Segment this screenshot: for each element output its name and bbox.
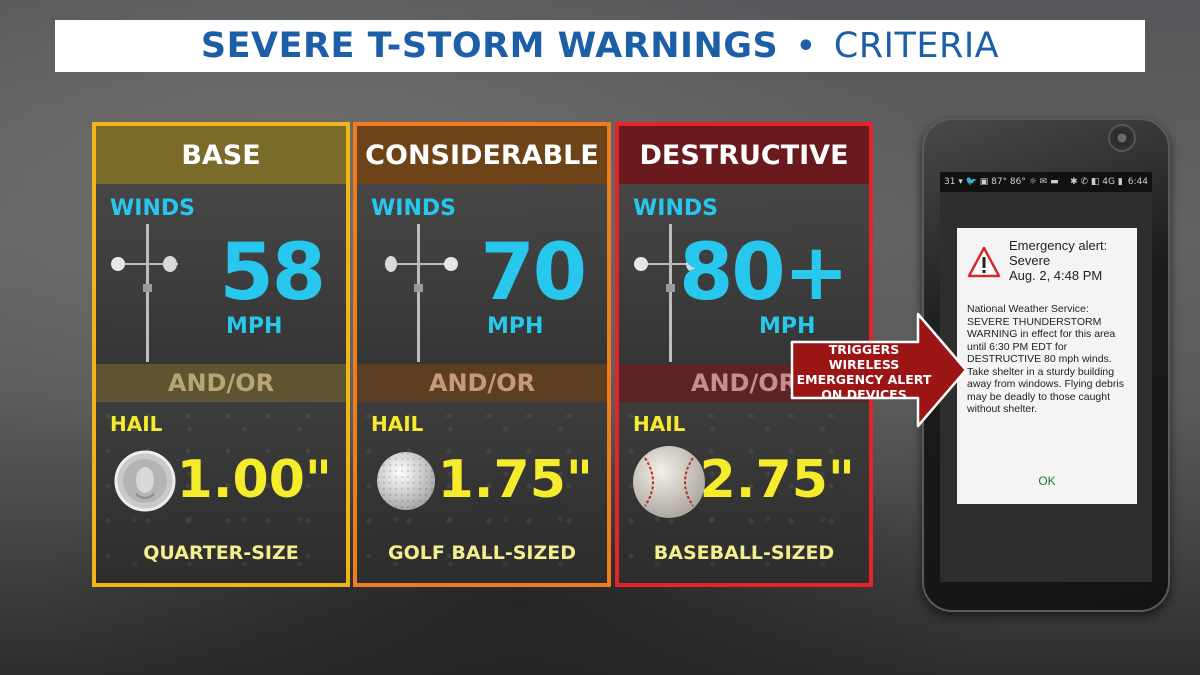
anemometer-icon [634,224,701,362]
status-time: 6:44 [1127,177,1148,187]
wind-speed: 70 [480,228,587,318]
winds-label: WINDS [371,196,456,221]
callout-line: EMERGENCY ALERT [796,372,932,387]
title-separator: • [796,28,816,64]
wind-section: WINDS 80+ MPH [619,184,869,364]
hail-description: GOLF BALL-SIZED [387,542,576,564]
anemometer-icon [111,224,178,362]
status-bar: 31 ▾ 🐦 ▣ 87° 86° ☼ ✉ ▬ ✱ ✆ ◧ 4G ▮ 6:44 [940,172,1152,192]
hail-section: HAIL 2.75" BASEBALL-SIZED [619,402,869,583]
title-sub: CRITERIA [833,26,1000,66]
wind-unit: MPH [226,314,283,339]
callout-line: ON DEVICES [821,387,907,402]
phone-screen: 31 ▾ 🐦 ▣ 87° 86° ☼ ✉ ▬ ✱ ✆ ◧ 4G ▮ 6:44 E… [940,172,1152,582]
panel-header: DESTRUCTIVE [619,126,869,184]
quarter-coin-icon [114,450,176,512]
emergency-alert-dialog: Emergency alert: Severe Aug. 2, 4:48 PM … [957,228,1137,504]
status-right-icons: ✱ ✆ ◧ 4G ▮ [1070,177,1123,187]
title-banner: SEVERE T-STORM WARNINGS • CRITERIA [55,20,1145,72]
wind-speed: 80+ [679,228,849,318]
alert-body: National Weather Service: SEVERE THUNDER… [967,303,1124,415]
and-or-divider: AND/OR [357,364,607,402]
status-left-icons: 31 ▾ 🐦 ▣ 87° 86° ☼ ✉ ▬ [944,177,1059,187]
hail-label: HAIL [110,412,163,436]
panel-base: BASE WINDS 58 MPH AND/OR HAIL 1.00" QUAR… [92,122,350,587]
alert-title-line: Emergency alert: [1009,238,1108,253]
alert-title: Emergency alert: Severe Aug. 2, 4:48 PM [1009,238,1107,283]
panel-header: CONSIDERABLE [357,126,607,184]
ok-button[interactable]: OK [1038,474,1056,488]
callout-text: TRIGGERS WIRELESS EMERGENCY ALERT ON DEV… [795,342,933,402]
wind-unit: MPH [759,314,816,339]
winds-label: WINDS [110,196,195,221]
winds-label: WINDS [633,196,718,221]
hail-size: 2.75" [699,450,855,510]
callout-line: TRIGGERS WIRELESS [828,342,900,372]
and-or-divider: AND/OR [96,364,346,402]
hail-size: 1.75" [437,450,593,510]
camera-icon [1108,124,1136,152]
panel-header: BASE [96,126,346,184]
golf-ball-icon [377,452,435,510]
callout-arrow-icon [790,312,968,428]
hail-description: BASEBALL-SIZED [653,542,835,564]
hail-section: HAIL 1.75" GOLF BALL-SIZED [357,402,607,583]
phone-device: 31 ▾ 🐦 ▣ 87° 86° ☼ ✉ ▬ ✱ ✆ ◧ 4G ▮ 6:44 E… [922,118,1170,612]
alert-title-line: Severe [1009,253,1051,268]
wind-unit: MPH [487,314,544,339]
baseball-icon [633,446,705,518]
wind-section: WINDS 58 MPH [96,184,346,364]
alert-header: Emergency alert: Severe Aug. 2, 4:48 PM [967,238,1127,283]
wind-section: WINDS 70 MPH [357,184,607,364]
anemometer-icon [385,224,458,362]
hail-section: HAIL 1.00" QUARTER-SIZE [96,402,346,583]
hail-label: HAIL [371,412,424,436]
hail-label: HAIL [633,412,686,436]
alert-timestamp: Aug. 2, 4:48 PM [1009,268,1103,283]
hail-description: QUARTER-SIZE [143,542,299,564]
wind-speed: 58 [219,228,326,318]
title-main: SEVERE T-STORM WARNINGS [200,26,779,66]
panel-considerable: CONSIDERABLE WINDS 70 MPH AND/OR HAIL [353,122,611,587]
hail-size: 1.00" [176,450,332,510]
warning-triangle-icon [967,246,1001,278]
